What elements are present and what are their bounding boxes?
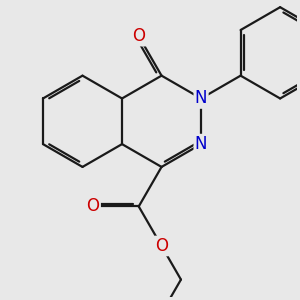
Text: N: N: [195, 89, 207, 107]
Text: O: O: [155, 237, 168, 255]
Text: N: N: [195, 135, 207, 153]
Text: O: O: [132, 27, 145, 45]
Text: O: O: [87, 197, 100, 215]
